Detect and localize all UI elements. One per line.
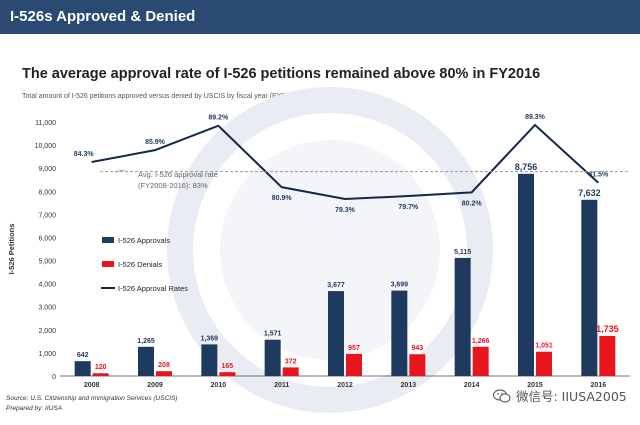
denial-data-label: 372: [285, 358, 297, 365]
legend-label: I-526 Approval Rates: [118, 284, 188, 293]
y-tick-label: 5,000: [38, 259, 56, 266]
denial-bar: [346, 353, 362, 376]
y-tick-label: 1,000: [38, 351, 56, 358]
x-tick-label: 2011: [274, 382, 289, 389]
approval-rate-label: 79.7%: [398, 204, 419, 211]
y-tick-label: 3,000: [38, 305, 56, 312]
approval-data-label: 5,115: [454, 249, 471, 256]
denial-bar: [409, 354, 426, 376]
x-tick-label: 2014: [464, 382, 480, 389]
denial-bar: [472, 346, 489, 376]
approval-rate-label: 84.3%: [74, 151, 95, 158]
wechat-watermark: 微信号: IIUSA2005: [493, 386, 627, 405]
denial-data-label: 1,051: [535, 343, 553, 350]
approval-data-label: 3,677: [327, 282, 345, 289]
approval-bar: [74, 361, 91, 376]
approval-bar: [328, 291, 344, 376]
legend-label: I-526 Approvals: [118, 236, 170, 245]
approval-rate-label: 89.3%: [525, 114, 546, 121]
approval-bar: [201, 344, 218, 376]
approval-rate-line: [91, 123, 600, 201]
approval-bar: [391, 290, 408, 376]
y-tick-label: 10,000: [35, 143, 57, 150]
approval-data-label: 7,632: [578, 188, 601, 198]
approval-data-label: 1,265: [137, 338, 155, 345]
average-callout-leader: [114, 169, 126, 173]
approval-rate-label: 80.2%: [462, 200, 483, 207]
approval-bar: [518, 173, 534, 376]
source-note: Source: U.S. Citizenship and Immigration…: [6, 395, 178, 402]
watermark-seal-center: [220, 140, 440, 360]
approval-rate-label: 85.9%: [145, 139, 166, 146]
y-tick-label: 11,000: [35, 120, 56, 127]
legend-swatch: [102, 261, 114, 267]
approval-bar: [581, 199, 598, 376]
wechat-icon: [493, 388, 511, 403]
y-tick-label: 4,000: [38, 282, 56, 289]
y-tick-label: 9,000: [38, 166, 56, 173]
legend-swatch: [102, 237, 114, 243]
denial-data-label: 165: [221, 363, 233, 370]
prepared-by-note: Prepared by: IIUSA: [6, 405, 62, 412]
approval-rate-label: 89.2%: [208, 115, 229, 122]
y-tick-label: 2,000: [38, 328, 56, 335]
y-tick-label: 7,000: [38, 212, 56, 219]
denial-data-label: 1,735: [596, 324, 619, 334]
x-tick-label: 2010: [211, 382, 227, 389]
wechat-id: 微信号: IIUSA2005: [516, 389, 627, 404]
y-tick-label: 6,000: [38, 235, 56, 242]
approval-data-label: 642: [77, 352, 89, 359]
denial-data-label: 208: [158, 362, 170, 369]
denial-bar: [219, 372, 236, 376]
average-rate-label-line2: (FY2008-2016): 83%: [138, 181, 208, 190]
denial-bar: [156, 371, 172, 376]
approval-data-label: 3,699: [391, 282, 409, 289]
denial-data-label: 943: [411, 345, 423, 352]
x-tick-label: 2015: [527, 382, 543, 389]
approval-data-label: 1,571: [264, 331, 282, 338]
denial-bar: [92, 373, 109, 376]
approval-rate-label: 79.3%: [335, 207, 356, 214]
approval-bar: [454, 257, 471, 376]
x-tick-label: 2013: [401, 382, 417, 389]
approval-bar: [264, 339, 281, 376]
page-title: I-526s Approved & Denied: [10, 8, 196, 25]
y-tick-label: 0: [52, 374, 56, 381]
approval-data-label: 8,756: [515, 162, 538, 172]
denial-data-label: 120: [95, 364, 107, 371]
x-tick-label: 2012: [337, 382, 353, 389]
approval-bar: [138, 346, 154, 376]
chart-subtitle: Total amount of I-526 petitions approved…: [22, 93, 317, 100]
y-axis-label: I-526 Petitions: [7, 224, 16, 275]
average-rate-label-line1: Avg. I-526 approval rate: [138, 170, 218, 179]
approval-data-label: 1,369: [201, 335, 219, 342]
denial-data-label: 1,266: [472, 338, 490, 345]
x-tick-label: 2009: [147, 382, 163, 389]
denial-bar: [536, 351, 552, 376]
watermark-seal-ring: [167, 87, 493, 413]
approval-rate-label: 80.9%: [272, 195, 293, 202]
header-bar: I-526s Approved & Denied: [0, 0, 640, 34]
chart-title: The average approval rate of I-526 petit…: [22, 66, 541, 82]
legend-label: I-526 Denials: [118, 260, 162, 269]
x-tick-label: 2016: [591, 382, 607, 389]
denial-data-label: 957: [348, 345, 360, 352]
x-tick-label: 2008: [84, 382, 100, 389]
denial-bar: [282, 367, 299, 376]
approval-rate-label: 81.5%: [588, 172, 609, 179]
y-tick-label: 8,000: [38, 189, 56, 196]
denial-bar: [599, 335, 616, 376]
